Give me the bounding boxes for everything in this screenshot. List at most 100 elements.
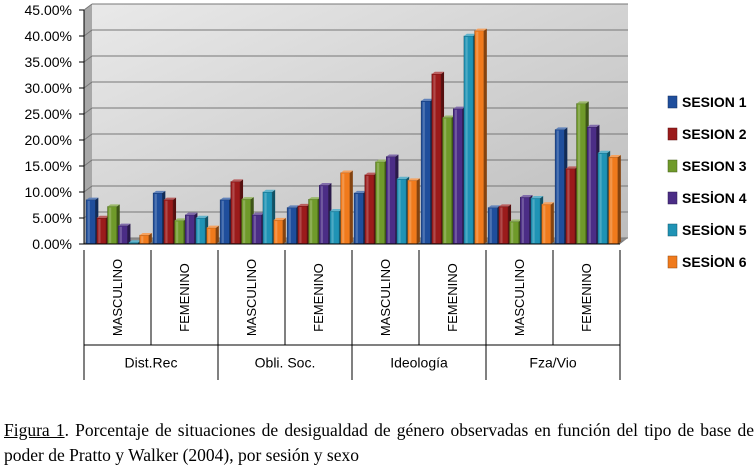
bar-highlight (532, 199, 535, 243)
bar-top (195, 215, 209, 218)
bar-highlight (511, 222, 514, 243)
bar-top (107, 204, 120, 207)
category-label: MASCULINO (512, 259, 527, 336)
y-tick-label: 40.00% (25, 28, 72, 44)
bar-top (273, 217, 286, 221)
legend-label: SESİON 4 (682, 190, 747, 206)
bar-front (487, 207, 498, 245)
bar-front (364, 174, 375, 245)
bar-highlight (176, 221, 179, 243)
bar-front (319, 184, 329, 245)
y-tick-label: 35.00% (25, 54, 72, 70)
category-label: MASCULINO (244, 259, 259, 336)
bar-front (509, 221, 519, 245)
gridline-diag (83, 55, 93, 63)
bar-top (597, 150, 611, 153)
bar-front (396, 178, 407, 245)
bar-top (474, 28, 487, 31)
bar-top (139, 232, 152, 236)
bar-top (442, 115, 455, 118)
bar-front (286, 207, 297, 245)
bar-highlight (310, 200, 313, 243)
bar-front (85, 199, 96, 245)
legend-item: SESION 1 (667, 94, 747, 110)
bar-front (587, 126, 597, 245)
bar-highlight (221, 200, 224, 243)
legend-label: SESION 2 (682, 126, 747, 142)
bar-front (498, 206, 509, 245)
bar-sesi-on-6-5 (474, 28, 487, 245)
bar-top (364, 172, 378, 175)
bar-front (608, 156, 619, 245)
bar-sesion-2-1 (163, 197, 177, 245)
y-tick-label: 5.00% (32, 210, 72, 226)
bar-side (282, 217, 286, 244)
bar-top (555, 127, 568, 130)
bar-front (252, 214, 262, 245)
bar-sesi-on-4-7 (587, 124, 600, 245)
gridline-diag (83, 159, 93, 167)
category-label: FEMENINO (311, 263, 326, 332)
bar-sesi-on-4-0 (118, 223, 131, 245)
group-label: Ideología (390, 355, 448, 371)
bar-top (488, 205, 501, 208)
bar-highlight (543, 205, 546, 243)
bar-top (308, 197, 321, 200)
bar-highlight (109, 207, 112, 243)
bar-top (230, 179, 244, 182)
y-tick-label: 30.00% (25, 80, 72, 96)
bar-sesion-1-3 (286, 205, 300, 245)
bar-front (195, 217, 206, 245)
gridline-diag (83, 29, 93, 37)
bar-top (118, 223, 131, 226)
bar-highlight (489, 208, 492, 243)
bar-top (220, 197, 233, 200)
bar-sesi-on-4-4 (386, 154, 399, 245)
bar-front (541, 204, 552, 245)
bar-sesion-2-7 (565, 166, 579, 245)
category-label: FEMENINO (445, 263, 460, 332)
legend-swatch (667, 159, 678, 173)
bar-sesi-on-5-5 (463, 33, 477, 245)
bar-sesion-2-3 (297, 203, 311, 245)
bar-sesi-on-5-3 (329, 209, 343, 245)
bar-highlight (165, 200, 168, 243)
bar-highlight (366, 175, 369, 243)
bar-sesion-3-0 (107, 204, 120, 245)
bar-top (509, 219, 522, 222)
bar-side (550, 202, 554, 244)
bar-top (576, 101, 589, 104)
bar-top (174, 218, 187, 221)
bar-front (273, 219, 284, 245)
y-tick-label: 25.00% (25, 106, 72, 122)
bar-sesion-1-4 (353, 190, 367, 245)
bar-sesion-3-4 (375, 159, 388, 245)
bar-highlight (141, 236, 144, 243)
bar-highlight (208, 228, 211, 243)
bar-front (530, 197, 541, 245)
legend-item: SESİON 4 (667, 190, 747, 206)
bar-top (421, 98, 434, 101)
bar-sesi-on-5-4 (396, 176, 410, 245)
bar-highlight (342, 173, 345, 243)
bar-highlight (578, 104, 581, 243)
bar-front (453, 108, 463, 245)
bar-top (375, 159, 388, 162)
legend-label: SESION 1 (682, 94, 747, 110)
figure-caption: Figura 1. Porcentaje de situaciones de d… (4, 418, 754, 468)
y-tick-label: 45.00% (25, 2, 72, 18)
bar-sesi-on-5-6 (530, 196, 544, 245)
figure-label: Figura 1 (4, 420, 65, 440)
gridline-diag (83, 133, 93, 141)
category-label: FEMENINO (579, 263, 594, 332)
bar-side (416, 178, 420, 244)
bar-front (241, 199, 252, 245)
bar-highlight (500, 207, 503, 243)
legend-item: SESİON 6 (667, 254, 747, 270)
bar-sesi-on-6-0 (139, 232, 152, 245)
bar-highlight (422, 102, 425, 243)
bar-top (185, 212, 198, 215)
bar-top (206, 225, 219, 228)
bar-highlight (197, 219, 200, 243)
bar-front (308, 199, 318, 245)
